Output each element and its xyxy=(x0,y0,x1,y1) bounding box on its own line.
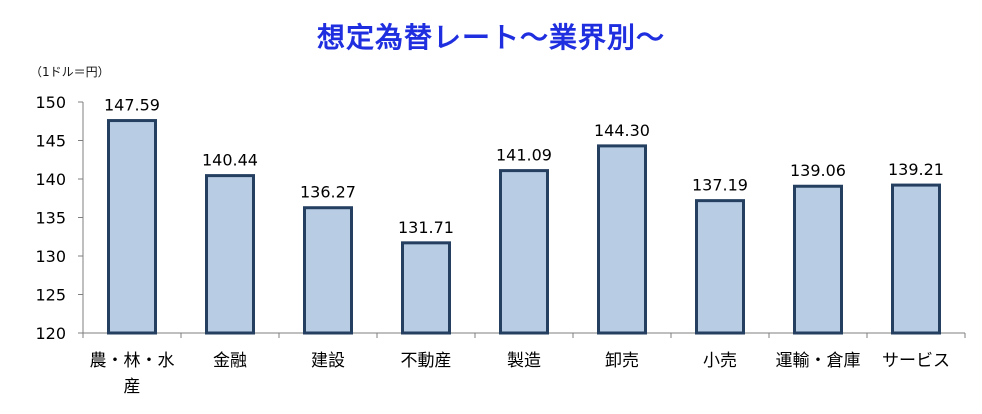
y-tick-label: 150 xyxy=(35,93,66,112)
bar xyxy=(401,241,451,335)
category-label: サービス xyxy=(882,351,950,371)
bar xyxy=(695,199,745,335)
bar xyxy=(303,206,353,335)
bar xyxy=(107,119,157,335)
y-tick-label: 125 xyxy=(35,286,66,305)
category-label: 産 xyxy=(124,377,141,397)
chart-title: 想定為替レート～業界別～ xyxy=(316,21,665,54)
category-label: 不動産 xyxy=(401,351,452,371)
category-label: 小売 xyxy=(703,351,737,371)
y-tick-label: 130 xyxy=(35,247,66,266)
category-label: 運輸・倉庫 xyxy=(776,351,861,371)
category-label: 建設 xyxy=(311,351,345,371)
data-label: 136.27 xyxy=(300,183,356,202)
data-label: 139.21 xyxy=(888,160,944,179)
bar xyxy=(793,184,843,335)
data-label: 137.19 xyxy=(692,176,748,195)
data-label: 131.71 xyxy=(398,218,454,237)
y-tick-label: 120 xyxy=(35,324,66,343)
unit-label: （1ドル＝円） xyxy=(30,65,110,79)
data-label: 139.06 xyxy=(790,161,846,180)
category-label: 製造 xyxy=(507,351,541,371)
category-label: 農・林・水 xyxy=(90,351,175,371)
y-tick-label: 140 xyxy=(35,170,66,189)
category-label: 金融 xyxy=(213,351,247,371)
y-tick-label: 135 xyxy=(35,209,66,228)
data-label: 141.09 xyxy=(496,146,552,165)
data-label: 140.44 xyxy=(202,151,258,170)
data-label: 147.59 xyxy=(104,96,160,115)
bar xyxy=(597,144,647,335)
bar xyxy=(499,169,549,335)
y-tick-label: 145 xyxy=(35,132,66,151)
category-label: 卸売 xyxy=(605,351,639,371)
bar xyxy=(891,183,941,335)
data-label: 144.30 xyxy=(594,121,650,140)
bar xyxy=(205,174,255,335)
